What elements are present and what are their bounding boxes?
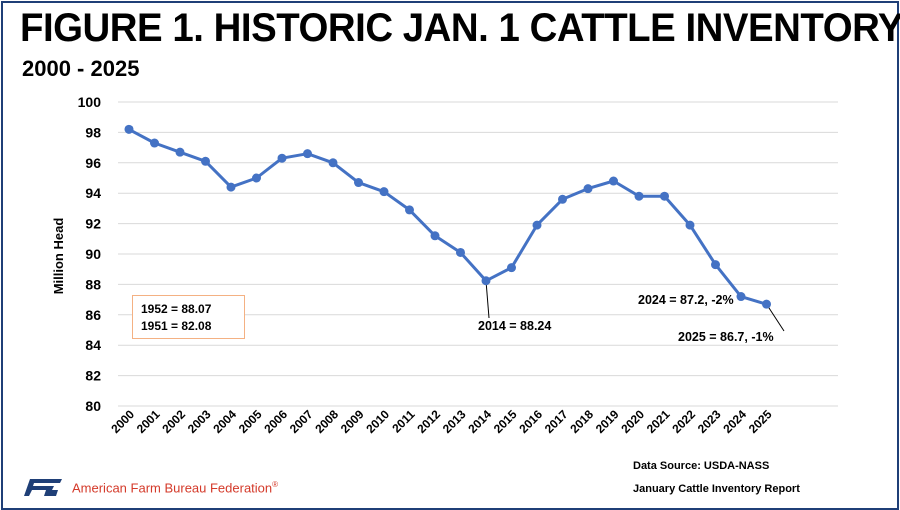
x-tick-label: 2002: [159, 407, 188, 436]
x-tick-label: 2005: [236, 407, 265, 436]
chart-subtitle: 2000 - 2025: [22, 56, 140, 81]
x-tick-label: 2003: [185, 407, 214, 436]
data-point-2021: [660, 191, 669, 201]
x-tick-label: 2004: [210, 407, 239, 436]
x-tick-label: 2022: [669, 407, 698, 436]
x-tick-labels: 2000200120022003200420052006200720082009…: [108, 407, 775, 436]
data-point-2019: [609, 176, 618, 186]
data-point-2002: [175, 147, 185, 157]
annotation-label: 2014 = 88.24: [478, 319, 551, 333]
y-tick-label: 90: [85, 246, 101, 262]
series-line: [128, 128, 767, 306]
data-point-2018: [583, 184, 593, 194]
organization-name: American Farm Bureau Federation®: [72, 480, 278, 495]
x-tick-label: 2023: [695, 407, 724, 436]
y-tick-label: 100: [78, 94, 102, 110]
x-tick-label: 2007: [287, 407, 316, 436]
annotation-label: 2025 = 86.7, -1%: [678, 330, 774, 344]
annotation-leader: [485, 280, 490, 319]
chart-title: FIGURE 1. HISTORIC JAN. 1 CATTLE INVENTO…: [20, 6, 900, 50]
y-tick-label: 84: [85, 337, 101, 353]
note-line-1951: 1951 = 82.08: [141, 319, 212, 333]
x-tick-label: 2001: [134, 407, 163, 436]
data-point-2009: [354, 178, 363, 188]
note-line-1952: 1952 = 88.07: [141, 302, 212, 316]
y-tick-label: 82: [85, 368, 101, 384]
data-point-2000: [124, 124, 134, 134]
x-tick-label: 2025: [746, 407, 775, 436]
x-tick-label: 2011: [389, 407, 418, 436]
x-tick-label: 2018: [567, 407, 596, 436]
y-tick-label: 88: [85, 276, 101, 292]
data-point-2024: [736, 292, 746, 302]
y-tick-label: 98: [85, 124, 101, 140]
data-point-2015: [507, 263, 516, 273]
data-point-2003: [201, 156, 210, 166]
data-source-label: Data Source: USDA-NASS: [633, 460, 770, 472]
data-point-2001: [150, 138, 159, 148]
data-point-2022: [685, 220, 695, 230]
x-tick-label: 2015: [491, 407, 520, 436]
x-tick-label: 2010: [363, 407, 392, 436]
y-tick-labels: 80 82 84 86 88 90 92 94 96 98 100: [78, 94, 102, 414]
x-tick-label: 2012: [414, 407, 443, 436]
annotations: 2014 = 88.24 2024 = 87.2, -2% 2025 = 86.7,…: [478, 293, 774, 344]
gridlines: [118, 101, 838, 407]
annotation-label: 2024 = 87.2, -2%: [638, 293, 734, 307]
y-tick-label: 96: [85, 155, 101, 171]
x-tick-label: 2021: [644, 407, 673, 436]
x-tick-label: 2024: [720, 407, 749, 436]
y-tick-label: 92: [85, 216, 101, 232]
report-name-label: January Cattle Inventory Report: [633, 483, 800, 495]
x-tick-label: 2008: [312, 407, 341, 436]
data-point-2012: [430, 231, 440, 241]
data-point-2023: [711, 260, 720, 270]
data-point-2014: [481, 276, 491, 286]
data-point-2007: [303, 149, 312, 159]
data-point-2004: [226, 182, 236, 192]
x-tick-label: 2020: [618, 407, 647, 436]
trademark-mark: ®: [272, 480, 279, 489]
data-point-2011: [405, 205, 414, 215]
y-tick-label: 80: [85, 398, 101, 414]
afbf-logo-icon: [24, 479, 62, 496]
data-point-2013: [456, 247, 465, 257]
y-tick-label: 94: [85, 185, 101, 201]
data-point-2017: [558, 194, 567, 204]
organization-text: American Farm Bureau Federation: [72, 480, 273, 496]
data-point-2006: [277, 153, 287, 163]
x-tick-label: 2016: [516, 407, 545, 436]
y-tick-label: 86: [85, 307, 101, 323]
x-tick-label: 2014: [465, 407, 494, 436]
historical-note-box: 1952 = 88.07 1951 = 82.08: [132, 295, 245, 339]
x-tick-label: 2019: [593, 407, 622, 436]
y-axis-label: Million Head: [51, 218, 66, 295]
data-point-2025: [762, 299, 771, 309]
data-points: [124, 124, 771, 309]
x-tick-label: 2017: [542, 407, 571, 436]
data-point-2005: [252, 173, 261, 183]
x-tick-label: 2000: [108, 407, 137, 436]
x-tick-label: 2013: [440, 407, 469, 436]
x-tick-label: 2009: [338, 407, 367, 436]
data-point-2020: [634, 191, 644, 201]
x-tick-label: 2006: [261, 407, 290, 436]
annotation-leader: [766, 303, 785, 332]
data-point-2008: [328, 158, 338, 168]
data-point-2016: [532, 220, 542, 230]
data-point-2010: [379, 187, 389, 197]
